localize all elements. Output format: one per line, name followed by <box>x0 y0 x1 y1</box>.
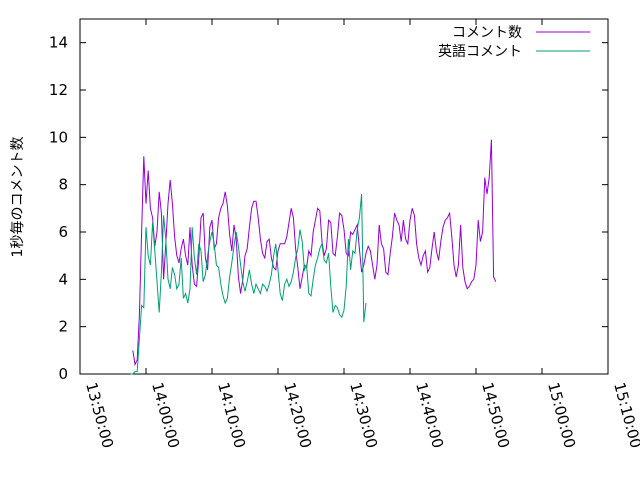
legend: コメント数 英語コメント <box>438 25 590 60</box>
y-axis: 0 2 4 6 8 10 12 14 <box>49 34 608 383</box>
series-line-2 <box>130 194 367 375</box>
x-tick-label: 15:10:00 <box>610 380 640 450</box>
legend-label-english-comments: 英語コメント <box>438 43 522 60</box>
x-tick-label: 15:00:00 <box>544 380 579 450</box>
x-tick-label: 14:00:00 <box>148 380 183 450</box>
legend-label-comments: コメント数 <box>452 25 522 41</box>
x-axis: 13:50:00 14:00:00 14:10:00 14:20:00 14:30:00… <box>79 19 640 450</box>
y-tick-label: 2 <box>58 318 68 336</box>
y-tick-label: 12 <box>49 81 68 99</box>
x-tick-label: 14:40:00 <box>412 380 447 450</box>
y-tick-label: 6 <box>58 223 68 241</box>
y-tick-label: 8 <box>58 176 68 194</box>
series-line-1 <box>132 139 497 367</box>
x-tick-label: 14:30:00 <box>346 380 381 450</box>
x-tick-label: 14:10:00 <box>214 380 249 450</box>
x-tick-label: 13:50:00 <box>82 380 117 450</box>
y-tick-label: 10 <box>49 128 68 146</box>
x-tick-label: 14:20:00 <box>280 380 315 450</box>
y-tick-label: 4 <box>58 270 68 288</box>
series-layer <box>130 139 497 375</box>
y-tick-label: 14 <box>49 34 68 52</box>
y-tick-label: 0 <box>58 365 68 383</box>
x-tick-label: 14:50:00 <box>478 380 513 450</box>
y-axis-label: 1秒毎のコメント数 <box>10 137 26 258</box>
